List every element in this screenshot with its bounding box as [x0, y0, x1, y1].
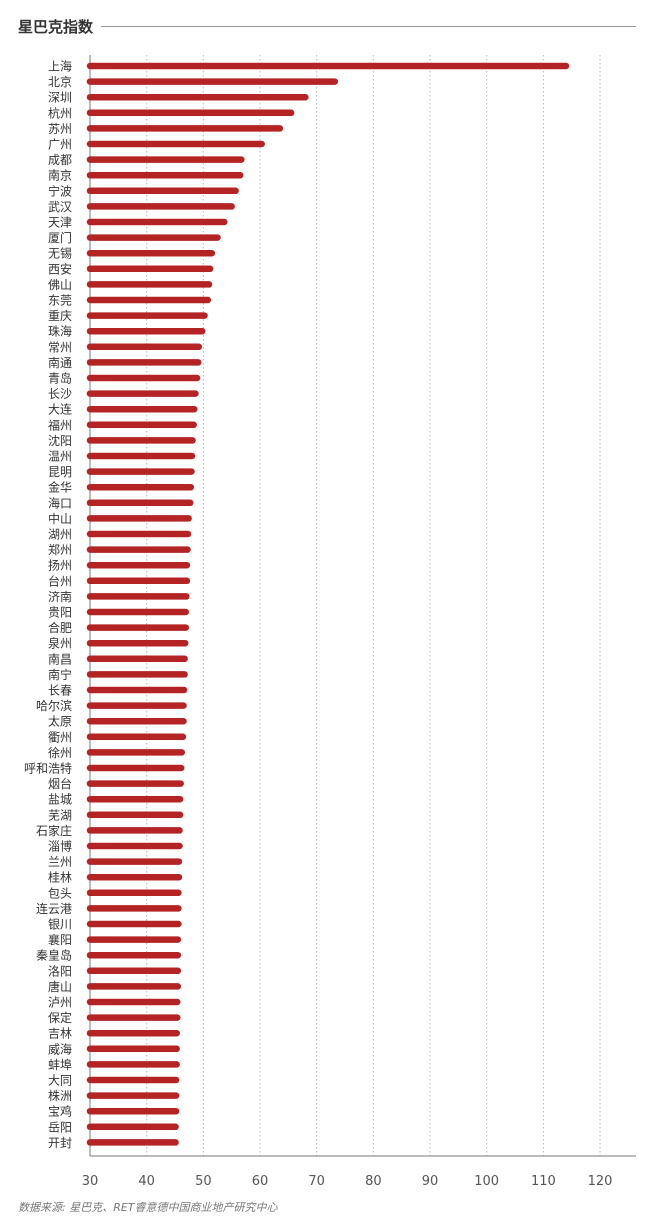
category-label: 湖州 — [48, 527, 72, 542]
category-label: 金华 — [48, 480, 72, 495]
category-label: 长沙 — [48, 387, 72, 401]
category-label: 西安 — [48, 261, 72, 276]
category-label: 无锡 — [48, 246, 72, 261]
category-label: 保定 — [48, 1010, 72, 1025]
category-label: 台州 — [48, 573, 72, 588]
category-label: 青岛 — [48, 371, 72, 386]
category-label: 银川 — [48, 918, 72, 932]
category-label: 上海 — [48, 59, 72, 74]
x-tick-label: 70 — [308, 1174, 325, 1189]
category-label: 贵阳 — [48, 606, 72, 620]
category-label: 成都 — [48, 153, 72, 167]
x-tick-label: 30 — [82, 1174, 99, 1189]
category-label: 天津 — [48, 216, 72, 230]
category-label: 洛阳 — [48, 963, 72, 978]
x-tick-label: 100 — [474, 1174, 499, 1189]
category-label: 淄博 — [48, 839, 72, 854]
x-tick-label: 90 — [422, 1174, 439, 1189]
category-label: 重庆 — [48, 309, 72, 323]
category-label: 福州 — [48, 417, 72, 432]
category-label: 芜湖 — [48, 807, 72, 822]
category-label: 包头 — [48, 886, 72, 900]
category-label: 蚌埠 — [48, 1058, 72, 1072]
category-label: 扬州 — [48, 558, 72, 573]
category-label: 广州 — [48, 138, 72, 152]
category-label: 宁波 — [48, 183, 72, 198]
category-label: 厦门 — [48, 230, 72, 245]
chart-title: 星巴克指数 — [18, 17, 94, 36]
x-tick-label: 60 — [252, 1174, 269, 1189]
category-label: 南京 — [48, 168, 72, 183]
category-label: 石家庄 — [36, 823, 72, 838]
x-tick-label: 120 — [588, 1174, 613, 1189]
category-label: 桂林 — [48, 870, 72, 885]
category-label: 盐城 — [48, 793, 72, 807]
category-label: 海口 — [48, 495, 72, 510]
category-label: 哈尔滨 — [36, 698, 72, 713]
category-label: 佛山 — [48, 278, 72, 292]
category-label: 威海 — [48, 1041, 72, 1056]
category-label: 温州 — [48, 450, 72, 464]
category-label: 南通 — [48, 355, 72, 370]
category-label: 烟台 — [48, 776, 72, 791]
chart-header: 星巴克指数 — [18, 14, 636, 38]
category-label: 苏州 — [48, 122, 72, 136]
category-label: 珠海 — [48, 324, 72, 339]
category-label: 长春 — [48, 684, 72, 698]
category-label: 大连 — [48, 402, 72, 417]
category-label: 深圳 — [48, 91, 72, 105]
category-label: 大同 — [48, 1074, 72, 1088]
category-label: 东莞 — [48, 294, 72, 308]
category-label: 株洲 — [48, 1088, 72, 1103]
category-label: 唐山 — [48, 979, 72, 994]
category-label: 杭州 — [48, 105, 72, 120]
category-label: 秦皇岛 — [36, 948, 72, 963]
category-label: 泸州 — [48, 996, 72, 1010]
category-label: 兰州 — [48, 855, 72, 869]
source-note: 数据来源: 星巴克、RET睿意德中国商业地产研究中心 — [18, 1201, 278, 1214]
x-tick-label: 80 — [365, 1174, 382, 1189]
category-label: 北京 — [48, 75, 72, 89]
category-label: 武汉 — [48, 200, 72, 214]
category-label: 呼和浩特 — [24, 761, 72, 776]
category-label: 太原 — [48, 714, 72, 729]
category-label: 合肥 — [48, 620, 72, 635]
category-label: 衢州 — [48, 730, 72, 744]
category-label: 常州 — [48, 340, 72, 354]
category-label: 昆明 — [48, 465, 72, 479]
category-label: 中山 — [48, 511, 72, 526]
category-label: 南宁 — [48, 667, 72, 682]
category-label: 郑州 — [48, 542, 72, 557]
title-rule — [101, 25, 636, 27]
category-label: 连云港 — [36, 901, 72, 916]
x-tick-label: 110 — [531, 1174, 556, 1189]
category-label: 泉州 — [48, 637, 72, 651]
category-label: 济南 — [48, 589, 72, 604]
category-label: 宝鸡 — [48, 1104, 72, 1119]
category-label: 岳阳 — [48, 1120, 72, 1134]
category-label: 襄阳 — [48, 932, 72, 947]
category-label: 开封 — [48, 1136, 72, 1150]
x-tick-label: 50 — [195, 1174, 212, 1189]
x-tick-label: 40 — [138, 1174, 155, 1189]
category-label: 南昌 — [48, 651, 72, 666]
category-label: 徐州 — [48, 745, 72, 760]
category-label: 吉林 — [48, 1027, 72, 1041]
category-label: 沈阳 — [48, 433, 72, 448]
